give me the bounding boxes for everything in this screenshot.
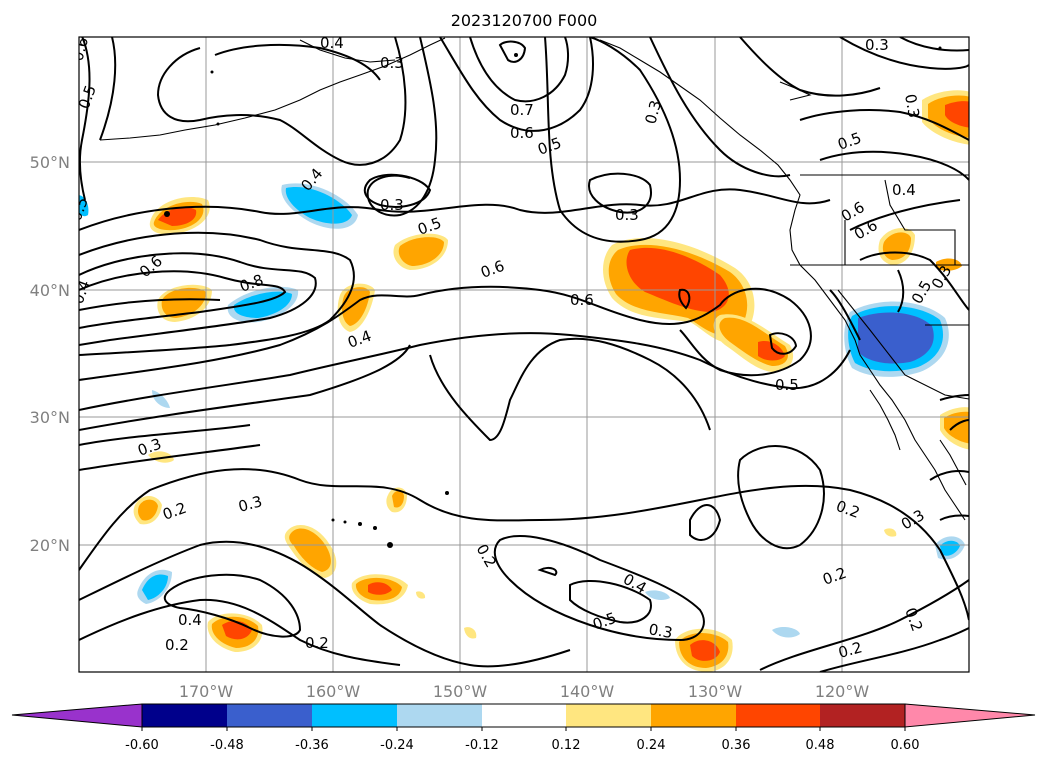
colorbar-segment	[651, 704, 736, 727]
contour-label: 0.7	[510, 101, 534, 119]
contour-label: 0.3	[380, 54, 404, 72]
lat-label: 50°N	[30, 153, 70, 172]
colorbar-tick-label: 0.60	[891, 738, 920, 753]
colorbar: -0.60 -0.48 -0.36 -0.24 -0.12 0.12 0.24 …	[11, 703, 1036, 753]
longitude-labels: 170°W 160°W 150°W 140°W 130°W 120°W	[179, 682, 870, 701]
coastlines	[99, 37, 969, 521]
colorbar-segment	[820, 704, 905, 727]
colorbar-tick-label: -0.12	[465, 738, 499, 753]
islands	[164, 46, 942, 548]
colorbar-segment	[397, 704, 482, 727]
colorbar-tick-label: 0.24	[637, 738, 666, 753]
colorbar-tick-label: 0.12	[552, 738, 581, 753]
contour-label: 0.3	[615, 206, 639, 224]
contour-label: 0.2	[305, 634, 329, 652]
contour-lines	[79, 37, 969, 672]
contour-label: 0.2	[836, 638, 864, 662]
contour-label: 0.4	[320, 34, 344, 52]
lon-label: 170°W	[179, 682, 234, 701]
contour-label: 0.4	[178, 611, 202, 629]
colorbar-tick-label: -0.36	[295, 738, 329, 753]
colorbar-tick-label: -0.60	[125, 738, 159, 753]
shaded-field	[79, 90, 969, 672]
latitude-labels: 50°N 40°N 30°N 20°N	[30, 153, 70, 555]
contour-label: 0.3	[236, 492, 264, 516]
contour-label: 0.4	[892, 181, 916, 199]
lon-label: 120°W	[815, 682, 870, 701]
colorbar-extend-max	[904, 703, 1036, 728]
colorbar-segment	[566, 704, 651, 727]
contour-label: 0.3	[865, 36, 889, 54]
colorbar-tick-label: -0.48	[210, 738, 244, 753]
contour-label: 0.2	[165, 636, 189, 654]
lat-label: 30°N	[30, 408, 70, 427]
colorbar-segment	[142, 704, 227, 727]
map-frame	[78, 36, 970, 673]
lon-label: 160°W	[306, 682, 361, 701]
grid-lines	[79, 37, 969, 672]
colorbar-segment	[227, 704, 312, 727]
contour-label: 0.6	[570, 291, 594, 309]
plot-title: 2023120700 F000	[451, 11, 598, 30]
contour-label: 0.3	[380, 196, 404, 214]
map-area: 0.6 0.5 0.4 0.3 0.7 0.6 0.5 0.3 0.3 0.3 …	[79, 34, 969, 672]
colorbar-tick-label: 0.48	[806, 738, 835, 753]
contour-label: 0.3	[901, 93, 923, 120]
colorbar-tick-label: -0.24	[380, 738, 414, 753]
colorbar-segment	[736, 704, 820, 727]
lon-label: 130°W	[688, 682, 743, 701]
colorbar-extend-min	[11, 703, 143, 728]
contour-label: 0.6	[510, 124, 534, 142]
lon-label: 140°W	[560, 682, 615, 701]
contour-label: 0.3	[641, 98, 665, 126]
lon-label: 150°W	[433, 682, 488, 701]
lat-label: 40°N	[30, 281, 70, 300]
colorbar-segment	[482, 704, 566, 727]
contour-label: 0.5	[775, 376, 799, 394]
lat-label: 20°N	[30, 536, 70, 555]
colorbar-segment	[312, 704, 397, 727]
colorbar-tick-label: 0.36	[722, 738, 751, 753]
contour-label: 0.3	[647, 620, 674, 642]
